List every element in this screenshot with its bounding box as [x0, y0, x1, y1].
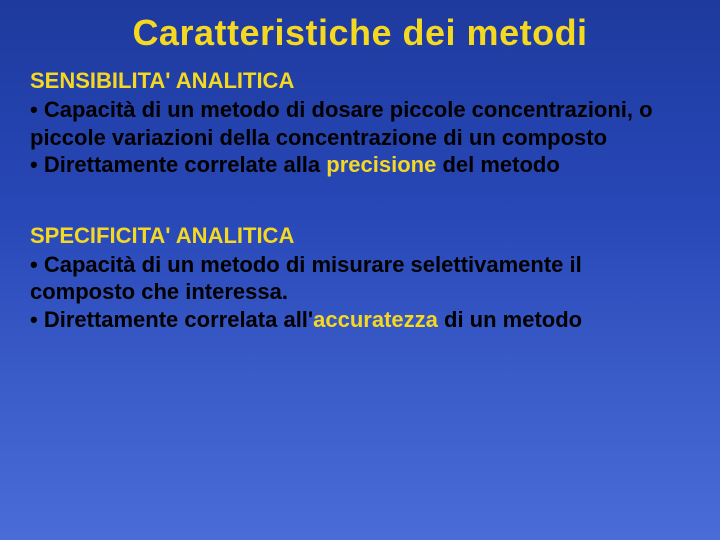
section-specificita: SPECIFICITA' ANALITICA • Capacità di un …: [30, 223, 690, 334]
section2-bullet2-prefix: • Direttamente correlata all': [30, 307, 313, 332]
section2-bullet2-suffix: di un metodo: [438, 307, 582, 332]
section1-bullet2-prefix: • Direttamente correlate alla: [30, 152, 326, 177]
section-sensibilita: SENSIBILITA' ANALITICA • Capacità di un …: [30, 68, 690, 179]
section2-bullet1: • Capacità di un metodo di misurare sele…: [30, 251, 690, 306]
section2-bullet2: • Direttamente correlata all'accuratezza…: [30, 306, 690, 334]
section2-bullet2-highlight: accuratezza: [313, 307, 438, 332]
section2-heading: SPECIFICITA' ANALITICA: [30, 223, 690, 249]
section1-bullet2-highlight: precisione: [326, 152, 436, 177]
section1-heading: SENSIBILITA' ANALITICA: [30, 68, 690, 94]
section1-bullet2-suffix: del metodo: [436, 152, 559, 177]
section1-bullet2: • Direttamente correlate alla precisione…: [30, 151, 690, 179]
slide-container: Caratteristiche dei metodi SENSIBILITA' …: [0, 0, 720, 353]
slide-title: Caratteristiche dei metodi: [30, 12, 690, 54]
section1-bullet1: • Capacità di un metodo di dosare piccol…: [30, 96, 690, 151]
